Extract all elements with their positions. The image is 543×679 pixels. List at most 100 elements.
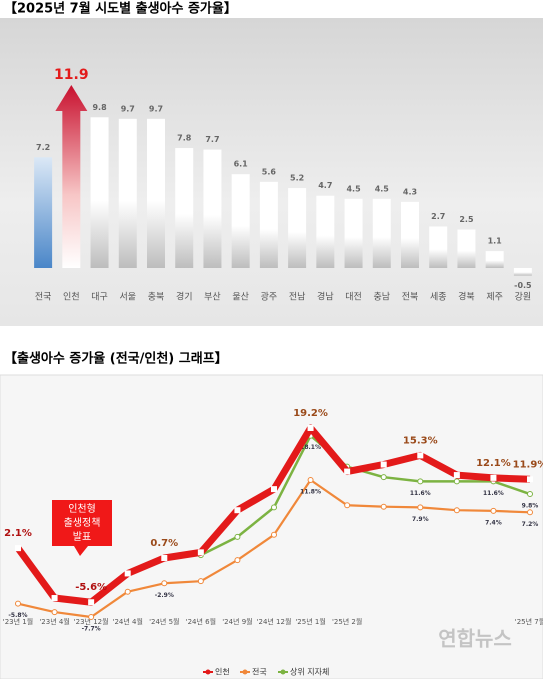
- value-label: 9.8%: [522, 503, 539, 510]
- x-tick-label: 전국: [35, 292, 52, 303]
- x-tick-label: '25년 1월: [295, 617, 325, 626]
- panel-1: [0, 18, 543, 326]
- bar: [147, 118, 165, 268]
- x-tick-label: 제주: [486, 292, 503, 303]
- marker: [527, 476, 533, 483]
- value-label: 7.9%: [412, 516, 429, 523]
- marker: [380, 461, 387, 468]
- value-label: 19.2%: [293, 408, 328, 419]
- x-tick-label: 충남: [373, 292, 390, 303]
- x-tick-label: 경남: [317, 291, 334, 303]
- bar: [259, 181, 278, 268]
- marker: [197, 549, 204, 556]
- x-tick-label: '25년 7월: [515, 617, 543, 626]
- legend-marker: [242, 669, 248, 675]
- marker: [344, 468, 351, 475]
- marker: [417, 478, 424, 485]
- marker: [51, 609, 58, 616]
- x-tick-label: 광주: [261, 291, 278, 303]
- value-label: 7.7: [205, 135, 219, 144]
- value-label: 9.8: [92, 103, 107, 112]
- value-label: 4.7: [318, 181, 332, 190]
- value-label: 4.5: [346, 184, 361, 193]
- value-label: 6.1: [234, 160, 249, 169]
- bar: [231, 174, 250, 268]
- bar: [401, 201, 419, 268]
- legend-label: 전국: [252, 667, 267, 677]
- bar: [344, 198, 363, 268]
- x-tick-label: '24년 9월: [222, 617, 252, 626]
- x-tick-label: '23년 12월: [74, 617, 109, 626]
- marker: [124, 588, 131, 595]
- bar: [513, 268, 532, 276]
- value-label: 11.8%: [300, 488, 321, 495]
- value-label: 11.9: [54, 67, 89, 83]
- marker: [15, 600, 21, 607]
- marker: [234, 507, 241, 514]
- marker: [271, 531, 277, 538]
- marker: [15, 545, 21, 552]
- marker: [453, 507, 460, 514]
- chart-title: 【출생아수 증가율 (전국/인천) 그래프】: [4, 351, 228, 367]
- value-label: 9.7: [149, 104, 163, 113]
- x-tick-label: 전북: [402, 292, 419, 303]
- value-label: 2.1%: [4, 528, 32, 539]
- marker: [307, 476, 314, 483]
- legend-marker: [205, 669, 211, 675]
- value-label: 1.1: [488, 237, 503, 246]
- x-tick-label: '25년 2월: [332, 617, 362, 626]
- marker: [234, 533, 241, 540]
- marker: [51, 595, 58, 602]
- bar: [90, 117, 109, 268]
- value-label: 5.6: [262, 167, 277, 176]
- marker: [490, 474, 497, 481]
- x-tick-label: '23년 1월: [3, 617, 33, 626]
- annotation: 출생정책: [64, 517, 101, 529]
- value-label: 2.5: [459, 215, 474, 224]
- legend-marker: [280, 669, 286, 675]
- value-label: -2.9%: [155, 592, 174, 599]
- bar: [429, 226, 448, 268]
- value-label: 11.9%: [513, 459, 543, 470]
- marker: [417, 504, 424, 511]
- marker: [124, 570, 131, 577]
- value-label: 15.3%: [403, 435, 438, 446]
- bar: [55, 85, 88, 268]
- marker: [197, 578, 204, 585]
- watermark: 연합뉴스: [438, 627, 512, 651]
- value-label: 4.3: [403, 187, 417, 196]
- marker: [307, 425, 314, 431]
- value-label: 12.1%: [476, 458, 511, 469]
- value-label: -7.7%: [82, 626, 101, 633]
- value-label: -0.5: [514, 281, 532, 290]
- marker: [527, 491, 533, 498]
- annotation: 인천형: [68, 503, 96, 515]
- bar: [118, 118, 137, 268]
- value-label: 4.5: [375, 184, 390, 193]
- bar: [316, 195, 335, 268]
- marker: [453, 472, 460, 479]
- marker: [527, 509, 533, 516]
- value-label: 5.2: [290, 174, 304, 183]
- bar: [372, 198, 391, 268]
- x-tick-label: '24년 4월: [113, 617, 143, 626]
- marker: [161, 580, 168, 587]
- bar: [288, 188, 307, 268]
- value-label: 2.7: [431, 212, 445, 221]
- x-tick-label: 전남: [289, 292, 306, 303]
- x-tick-label: 경기: [176, 291, 193, 303]
- x-tick-label: 대구: [91, 292, 108, 303]
- marker: [453, 478, 460, 485]
- value-label: 11.6%: [410, 490, 431, 497]
- x-tick-label: 부산: [204, 292, 221, 303]
- marker: [88, 599, 95, 606]
- x-tick-label: 울산: [232, 292, 249, 303]
- bar: [457, 229, 476, 268]
- bar: [34, 157, 53, 268]
- annotation: 발표: [73, 531, 91, 543]
- legend-label: 상위 지자체: [290, 667, 329, 677]
- annotation-box: [52, 500, 112, 556]
- marker: [380, 503, 387, 510]
- bar: [175, 148, 194, 268]
